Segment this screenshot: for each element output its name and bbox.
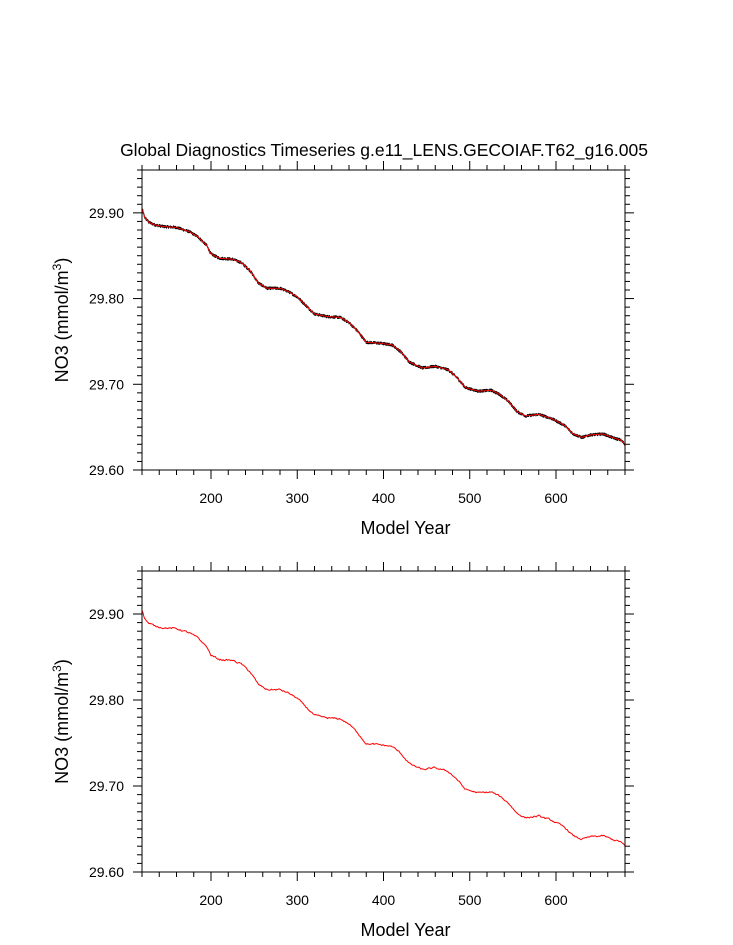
x-tick-label: 600 bbox=[544, 490, 568, 506]
series-line-noisy bbox=[142, 208, 625, 446]
chart-panel-bottom: 200 300 400 500 600 29.60 29.70 29.80 29.90 Model… bbox=[50, 562, 634, 940]
y-tick-label: 29.70 bbox=[89, 376, 124, 392]
axis-ticks bbox=[133, 562, 634, 881]
figure-title: Global Diagnostics Timeseries g.e11_LENS… bbox=[120, 140, 648, 161]
x-tick-label: 400 bbox=[372, 892, 396, 908]
y-axis-label: NO3 (mmol/m3) bbox=[50, 258, 72, 383]
y-tick-label: 29.90 bbox=[89, 606, 124, 622]
x-tick-label: 400 bbox=[372, 490, 396, 506]
x-tick-label: 200 bbox=[199, 490, 223, 506]
x-axis-label: Model Year bbox=[360, 920, 450, 940]
y-tick-label: 29.90 bbox=[89, 205, 124, 221]
y-axis-label: NO3 (mmol/m3) bbox=[50, 659, 72, 784]
axis-ticks bbox=[133, 161, 634, 479]
plot-frame bbox=[141, 570, 626, 873]
x-tick-label: 500 bbox=[458, 892, 482, 908]
y-tick-label: 29.60 bbox=[89, 864, 124, 880]
x-tick-label: 600 bbox=[544, 892, 568, 908]
y-tick-label: 29.70 bbox=[89, 778, 124, 794]
y-tick-label: 29.60 bbox=[89, 462, 124, 478]
x-tick-label: 200 bbox=[199, 892, 223, 908]
plot-frame bbox=[141, 169, 626, 471]
y-tick-label: 29.80 bbox=[89, 291, 124, 307]
x-tick-label: 300 bbox=[286, 892, 310, 908]
x-tick-label: 500 bbox=[458, 490, 482, 506]
x-axis-label: Model Year bbox=[360, 518, 450, 538]
series-line-jagged bbox=[142, 610, 625, 847]
x-tick-label: 300 bbox=[286, 490, 310, 506]
series-line-smooth bbox=[142, 208, 625, 445]
y-tick-label: 29.80 bbox=[89, 692, 124, 708]
chart-panel-top: 200 300 400 500 600 29.60 29.70 29.80 29.90 Model… bbox=[50, 161, 634, 538]
